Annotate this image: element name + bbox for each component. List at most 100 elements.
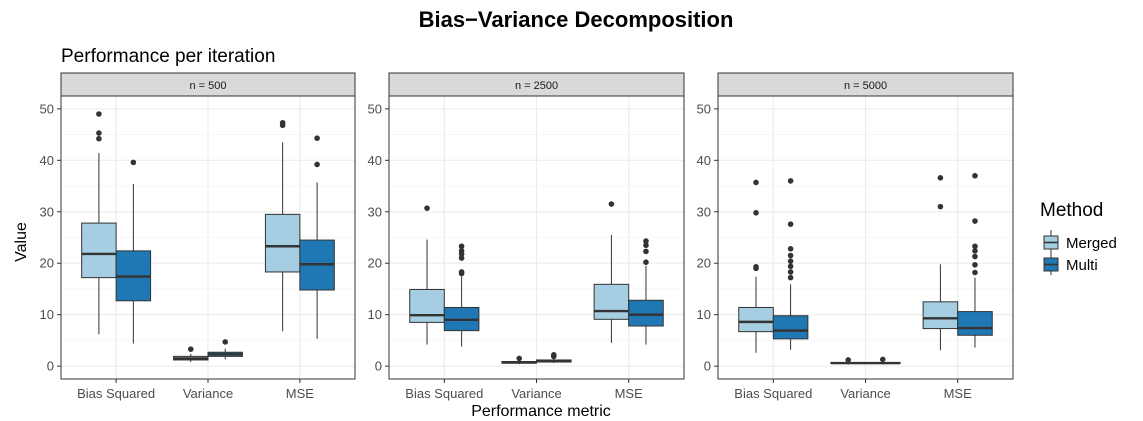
- y-tick-label: 0: [375, 359, 382, 374]
- box-body: [264, 213, 301, 273]
- outlier-point: [643, 248, 649, 255]
- outlier-point: [937, 175, 944, 181]
- outlier-point: [458, 269, 465, 275]
- x-axis-title: Performance metric: [471, 403, 611, 420]
- y-tick-label: 30: [40, 204, 54, 219]
- outlier-point: [130, 159, 137, 166]
- box-merged: [81, 111, 117, 335]
- outlier-point: [787, 269, 794, 275]
- outlier-point: [845, 357, 852, 363]
- outlier-point: [937, 203, 944, 210]
- box-body: [922, 301, 959, 330]
- outlier-point: [753, 264, 759, 270]
- box-merged: [593, 201, 630, 343]
- outlier-point: [787, 263, 794, 270]
- outlier-point: [787, 221, 794, 227]
- outlier-point: [972, 248, 978, 254]
- x-tick-label: Bias Squared: [405, 386, 483, 401]
- outlier-point: [972, 253, 978, 260]
- box-merged: [738, 179, 774, 353]
- outlier-point: [972, 269, 978, 276]
- y-tick-label: 40: [40, 153, 54, 168]
- box-multi: [628, 238, 664, 345]
- box-multi: [772, 178, 809, 350]
- box-multi: [207, 339, 243, 360]
- y-tick-label: 20: [697, 256, 711, 271]
- y-tick-label: 50: [40, 101, 54, 116]
- panel-border: [717, 95, 1014, 380]
- x-tick-label: MSE: [286, 386, 315, 401]
- outlier-point: [643, 238, 649, 244]
- outlier-point: [643, 259, 649, 265]
- box-merged: [264, 119, 301, 332]
- outlier-point: [787, 246, 794, 252]
- outlier-point: [458, 243, 465, 250]
- y-tick-label: 40: [368, 153, 382, 168]
- y-tick-label: 40: [697, 153, 711, 168]
- y-tick-label: 20: [40, 256, 54, 271]
- box-body: [628, 299, 664, 327]
- outlier-point: [187, 346, 194, 352]
- outlier-point: [972, 218, 978, 224]
- facet-panel: n = 5000 0 10 20 30 40 50 Bias Squared Variance M…: [697, 72, 1014, 401]
- y-tick-label: 50: [697, 101, 711, 116]
- y-tick-label: 20: [368, 256, 382, 271]
- outlier-point: [753, 179, 759, 186]
- x-tick-label: Variance: [183, 386, 233, 401]
- legend-label-merged: Merged: [1066, 235, 1117, 252]
- panel-border: [60, 95, 356, 380]
- legend-label-multi: Multi: [1066, 257, 1098, 274]
- facet-strip-label: n = 5000: [844, 80, 887, 92]
- y-tick-label: 10: [697, 307, 711, 322]
- outlier-point: [972, 243, 978, 250]
- box-multi: [865, 356, 901, 365]
- outlier-point: [787, 258, 794, 264]
- outlier-point: [458, 248, 465, 254]
- outlier-point: [643, 242, 649, 249]
- box-body: [957, 311, 993, 336]
- outlier-point: [279, 119, 286, 126]
- box-body: [409, 288, 445, 323]
- x-tick-label: MSE: [615, 386, 644, 401]
- outlier-point: [879, 356, 886, 363]
- legend: Method Merged Multi: [1040, 200, 1117, 275]
- outlier-point: [424, 205, 430, 211]
- box-multi: [536, 352, 572, 364]
- chart-subtitle: Performance per iteration: [61, 46, 275, 67]
- y-tick-label: 30: [368, 204, 382, 219]
- outlier-point: [96, 135, 102, 142]
- x-tick-label: Variance: [840, 386, 890, 401]
- outlier-point: [787, 252, 794, 259]
- box-body: [593, 283, 630, 320]
- outlier-point: [753, 210, 759, 216]
- box-multi: [443, 243, 480, 347]
- facet-strip-label: n = 500: [189, 80, 226, 92]
- outlier-point: [972, 172, 978, 179]
- outlier-point: [458, 255, 465, 261]
- panel-border: [388, 95, 685, 380]
- facet-panel: n = 500 0 10 20 30 40 50 Bias Squared Variance MS…: [40, 72, 356, 401]
- outlier-point: [516, 355, 523, 362]
- y-tick-label: 50: [368, 101, 382, 116]
- x-tick-label: Variance: [511, 386, 561, 401]
- x-tick-label: Bias Squared: [77, 386, 155, 401]
- chart-title: Bias−Variance Decomposition: [419, 7, 734, 32]
- outlier-point: [222, 339, 229, 345]
- y-tick-label: 10: [40, 307, 54, 322]
- outlier-point: [972, 261, 978, 268]
- box-merged: [409, 205, 445, 345]
- box-multi: [957, 172, 993, 348]
- x-tick-label: Bias Squared: [734, 386, 812, 401]
- outlier-point: [314, 161, 320, 168]
- box-merged: [922, 175, 959, 351]
- box-merged: [173, 346, 209, 363]
- box-body: [772, 315, 809, 340]
- x-tick-label: MSE: [944, 386, 973, 401]
- facet-panel: n = 2500 0 10 20 30 40 50 Bias Squared Variance M…: [368, 72, 685, 401]
- y-tick-label: 0: [704, 359, 711, 374]
- outlier-point: [608, 201, 615, 207]
- box-body: [81, 222, 117, 279]
- y-axis-title: Value: [13, 222, 30, 262]
